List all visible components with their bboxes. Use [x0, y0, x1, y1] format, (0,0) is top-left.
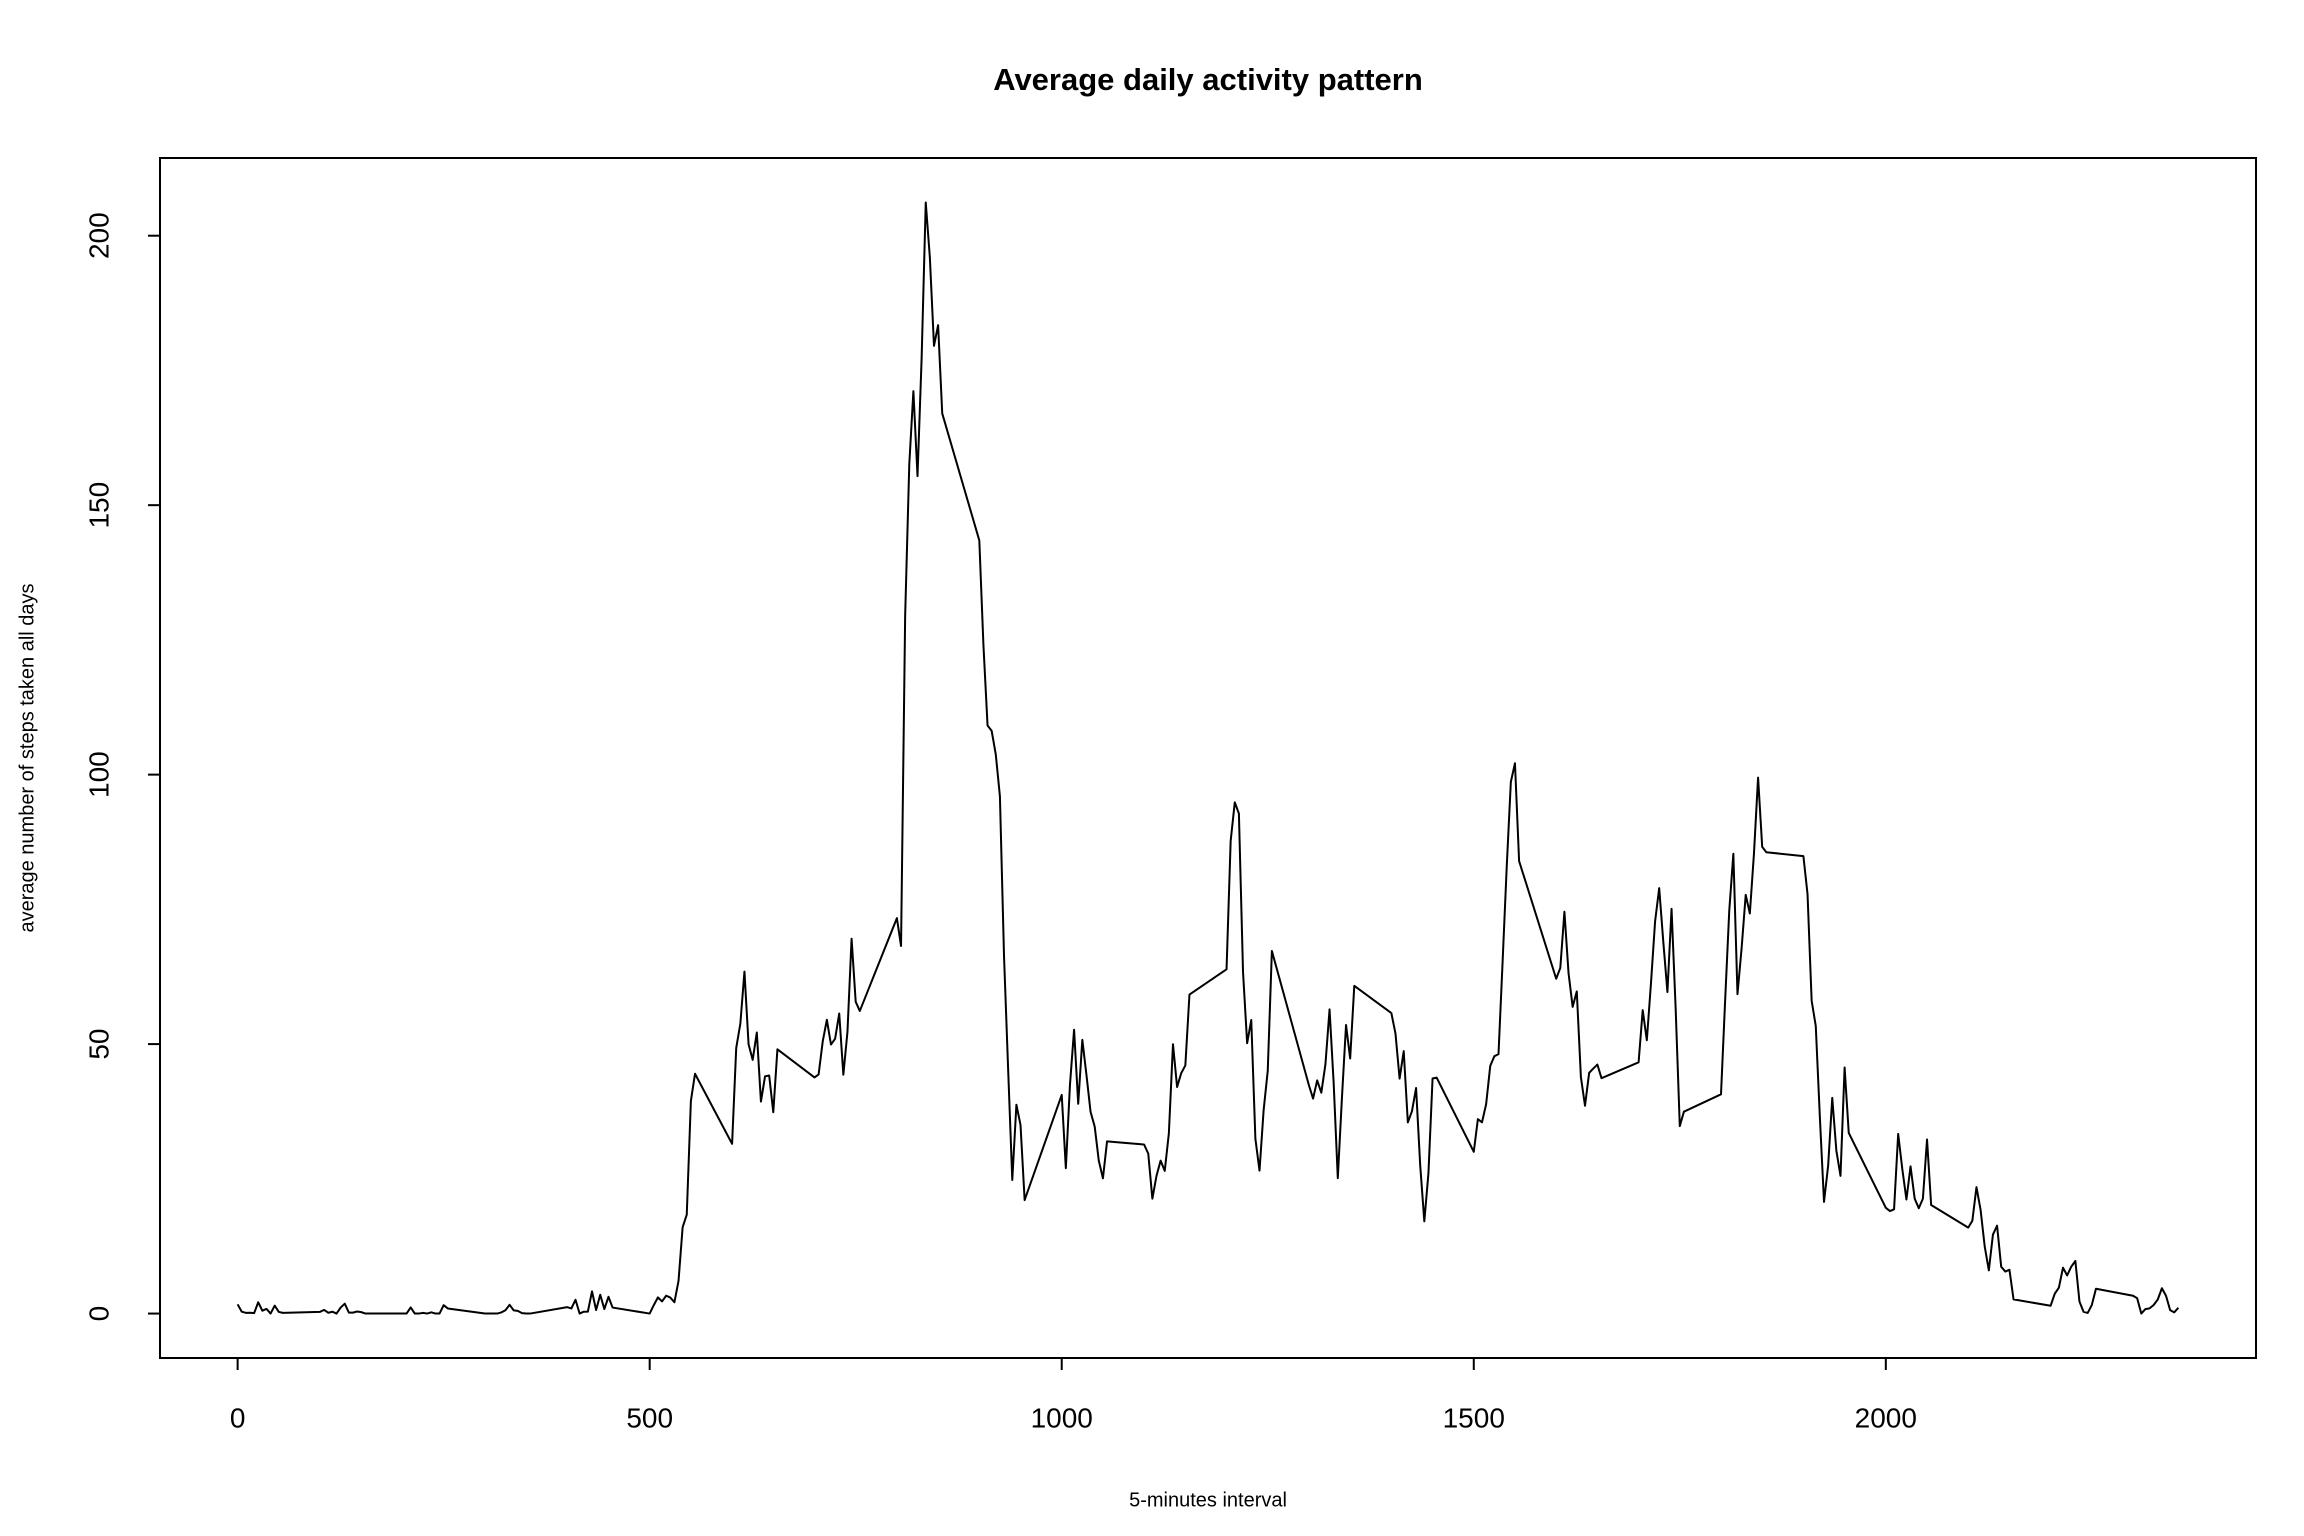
chart-title: Average daily activity pattern [993, 62, 1423, 97]
x-tick-label: 0 [230, 1402, 246, 1433]
x-tick-label: 1500 [1443, 1402, 1505, 1433]
x-tick-label: 2000 [1855, 1402, 1917, 1433]
y-tick-label: 0 [83, 1306, 114, 1322]
y-axis-label: average number of steps taken all days [16, 583, 38, 932]
data-line [236, 201, 2180, 1315]
x-tick-label: 1000 [1031, 1402, 1093, 1433]
y-tick-label: 150 [83, 482, 114, 529]
plot-box [159, 157, 2257, 1359]
y-tick-label: 50 [83, 1029, 114, 1060]
y-tick-label: 100 [83, 751, 114, 798]
y-tick-label: 200 [83, 212, 114, 259]
x-tick-label: 500 [626, 1402, 673, 1433]
x-axis-label: 5-minutes interval [1129, 1489, 1287, 1511]
